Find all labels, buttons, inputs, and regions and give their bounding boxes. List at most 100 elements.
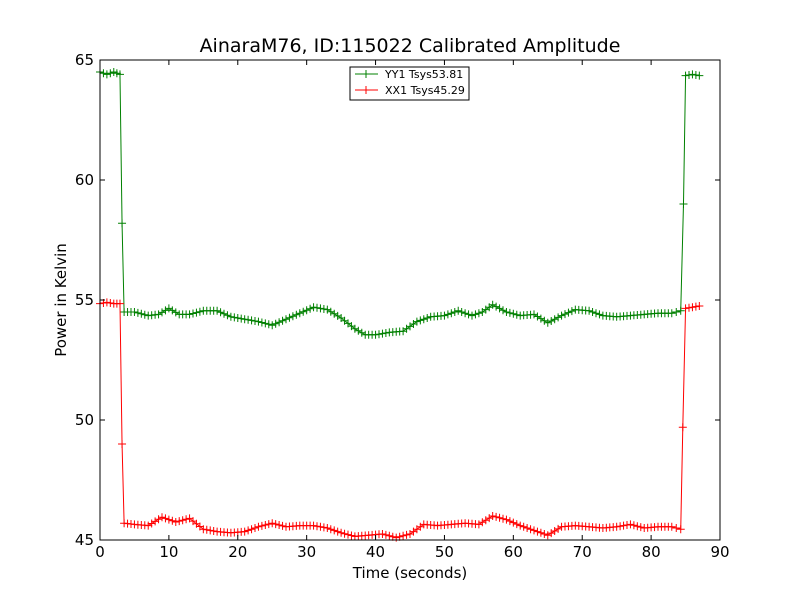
data-point-marker — [505, 517, 514, 526]
legend-marker — [362, 86, 370, 94]
data-point-marker — [443, 310, 452, 319]
data-point-marker — [381, 329, 390, 337]
data-point-marker — [309, 303, 318, 312]
legend-entry-label: XX1 Tsys45.29 — [385, 84, 465, 97]
data-point-marker — [171, 518, 180, 526]
data-point-marker — [488, 300, 497, 309]
data-point-marker — [547, 317, 556, 325]
data-point-marker — [316, 522, 325, 531]
data-point-marker — [378, 329, 387, 338]
data-point-marker — [371, 330, 380, 339]
data-point-marker — [102, 70, 111, 79]
data-point-marker — [450, 308, 459, 316]
data-point-marker — [478, 518, 487, 527]
data-point-marker — [461, 309, 470, 318]
data-point-marker — [288, 312, 297, 321]
data-point-marker — [292, 310, 301, 319]
data-point-marker — [695, 71, 704, 80]
data-point-marker — [285, 313, 294, 322]
data-point-marker — [495, 513, 504, 522]
data-point-marker — [526, 525, 535, 534]
data-point-marker — [681, 304, 690, 313]
data-point-marker — [543, 318, 552, 327]
data-point-marker — [247, 525, 256, 534]
data-point-marker — [209, 527, 218, 535]
data-point-marker — [182, 515, 191, 524]
data-point-marker — [282, 315, 290, 324]
data-point-marker — [502, 308, 511, 316]
data-point-marker — [381, 530, 390, 539]
data-point-marker — [337, 528, 346, 537]
data-point-marker — [275, 521, 284, 529]
data-point-marker — [264, 320, 273, 329]
chart-title: AinaraM76, ID:115022 Calibrated Amplitud… — [200, 35, 621, 57]
data-point-marker — [257, 318, 266, 327]
data-point-marker — [178, 516, 187, 525]
data-point-marker — [295, 309, 304, 318]
data-point-marker — [502, 515, 511, 524]
data-point-marker — [313, 303, 321, 312]
plot-frame — [99, 59, 721, 541]
data-point-marker — [158, 308, 166, 317]
x-tick-label: 80 — [642, 543, 661, 561]
data-point-marker — [340, 529, 349, 538]
data-point-marker — [474, 309, 483, 318]
data-point-marker — [247, 316, 256, 325]
data-point-marker — [302, 306, 311, 315]
data-point-marker — [275, 318, 284, 327]
data-point-marker — [474, 520, 483, 529]
data-point-marker — [416, 316, 425, 325]
data-point-marker — [564, 308, 573, 317]
x-tick-label: 60 — [504, 543, 523, 561]
data-point-marker — [268, 519, 277, 528]
y-tick-label: 60 — [75, 171, 94, 189]
data-point-marker — [492, 512, 501, 521]
data-point-marker — [561, 310, 569, 319]
x-tick-label: 70 — [573, 543, 592, 561]
x-tick-label: 10 — [159, 543, 178, 561]
x-tick-label: 90 — [710, 543, 729, 561]
data-point-marker — [667, 309, 676, 318]
series-line — [99, 301, 700, 539]
data-point-marker — [140, 310, 149, 319]
data-point-marker — [319, 305, 328, 313]
x-tick-label: 30 — [297, 543, 316, 561]
data-point-marker — [679, 200, 688, 208]
data-point-marker — [468, 311, 476, 320]
data-point-marker — [164, 304, 173, 313]
series-xx1 — [96, 298, 704, 542]
ticks-layer: 0 10 20 30 40 50 60 70 80 90 45 50 55 60 65 — [75, 51, 730, 561]
data-point-marker — [168, 306, 177, 315]
data-point-marker — [536, 528, 545, 537]
x-axis-label: Time (seconds) — [352, 564, 468, 582]
data-point-marker — [175, 517, 184, 526]
data-point-marker — [350, 324, 359, 333]
data-point-marker — [323, 305, 332, 314]
data-point-marker — [447, 309, 456, 318]
data-point-marker — [402, 530, 411, 539]
data-point-marker — [268, 321, 277, 330]
data-point-marker — [254, 317, 263, 326]
data-point-marker — [244, 526, 253, 535]
data-point-marker — [530, 526, 538, 535]
data-point-marker — [130, 308, 139, 316]
data-point-marker — [330, 309, 339, 318]
data-point-marker — [226, 312, 235, 321]
data-point-marker — [423, 314, 432, 322]
data-point-marker — [388, 532, 397, 541]
y-tick-label: 45 — [75, 531, 94, 549]
data-point-marker — [516, 521, 525, 530]
data-point-marker — [672, 308, 681, 316]
data-point-marker — [375, 330, 383, 339]
data-point-marker — [326, 525, 335, 534]
data-point-marker — [509, 309, 518, 318]
data-point-marker — [313, 522, 321, 531]
data-point-marker — [147, 519, 156, 528]
data-point-marker — [151, 517, 160, 526]
data-point-marker — [495, 304, 504, 313]
data-point-marker — [530, 310, 538, 319]
data-point-marker — [672, 524, 681, 532]
data-point-marker — [471, 310, 480, 319]
y-tick-label: 65 — [75, 51, 94, 69]
data-point-marker — [533, 527, 542, 536]
